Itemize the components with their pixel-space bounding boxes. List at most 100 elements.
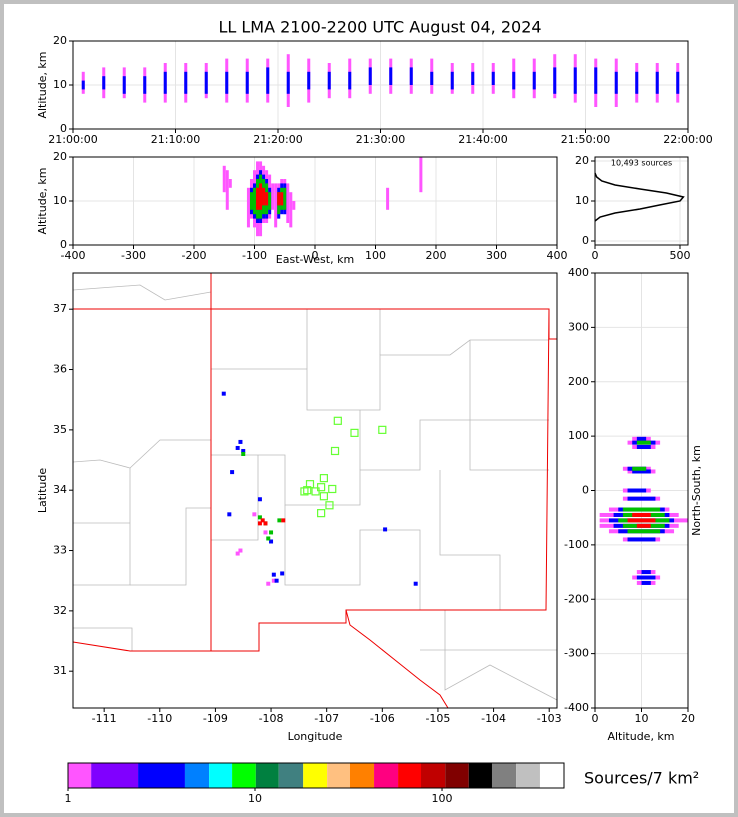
x-tick-label: 20 xyxy=(681,712,695,725)
x-tick-label: -103 xyxy=(537,712,562,725)
y-tick-label: 200 xyxy=(568,375,589,388)
source-range xyxy=(292,201,296,210)
source-range xyxy=(632,466,647,471)
source-range xyxy=(553,67,557,94)
source-range xyxy=(246,187,250,228)
x-tick-label: 10 xyxy=(248,792,262,805)
source-range xyxy=(204,71,208,94)
color-bin xyxy=(445,763,469,788)
station xyxy=(378,425,387,434)
source-point xyxy=(230,470,235,475)
color-bin xyxy=(516,763,540,788)
y-tick-label: 100 xyxy=(568,429,589,442)
x-tick-label: -110 xyxy=(147,712,172,725)
source-range xyxy=(636,445,651,449)
source-point xyxy=(383,527,388,532)
color-bin xyxy=(138,763,185,788)
source-range xyxy=(389,67,393,85)
source-range xyxy=(81,80,85,90)
source-range xyxy=(348,71,352,90)
y-tick-label: 400 xyxy=(568,266,589,279)
source-point xyxy=(266,536,271,541)
source-range xyxy=(655,71,659,94)
source-range xyxy=(450,71,454,90)
source-range xyxy=(636,523,651,528)
source-range xyxy=(641,580,651,585)
x-tick-label: 1 xyxy=(65,792,72,805)
y-axis-label: Altitude, km xyxy=(36,167,49,234)
y-tick-label: 0 xyxy=(582,234,589,247)
x-tick-label: -100 xyxy=(242,249,267,262)
source-range xyxy=(286,183,290,223)
source-range xyxy=(274,183,278,228)
x-tick-label: 500 xyxy=(670,249,691,262)
x-tick-label: -300 xyxy=(121,249,146,262)
source-range xyxy=(143,76,147,94)
source-point xyxy=(271,578,276,583)
y-tick-label: 10 xyxy=(53,194,67,207)
source-range xyxy=(228,179,232,188)
chart-title: LL LMA 2100-2200 UTC August 04, 2024 xyxy=(218,18,541,37)
station xyxy=(328,484,337,494)
source-point xyxy=(413,581,418,586)
x-axis-label: East-West, km xyxy=(276,253,354,266)
source-range xyxy=(636,575,656,580)
axes-frame xyxy=(72,272,558,709)
x-tick-label: 10 xyxy=(635,712,649,725)
source-point xyxy=(263,521,268,526)
colorbar-label: Sources/7 km² xyxy=(584,769,699,788)
x-tick-label: -106 xyxy=(370,712,395,725)
source-range xyxy=(225,71,229,94)
x-tick-label: 200 xyxy=(426,249,447,262)
source-range xyxy=(430,71,434,85)
x-tick-label: 0 xyxy=(592,249,599,262)
x-tick-label: 21:30:00 xyxy=(356,133,405,146)
source-point xyxy=(227,512,232,517)
source-range xyxy=(225,170,229,210)
station xyxy=(330,446,340,456)
source-range xyxy=(102,76,106,90)
x-tick-label: 21:10:00 xyxy=(151,133,200,146)
source-range xyxy=(627,488,647,493)
source-point xyxy=(241,451,246,456)
axes-frame xyxy=(72,40,689,130)
source-range xyxy=(676,71,680,94)
source-range xyxy=(532,71,536,90)
source-range xyxy=(262,187,266,206)
source-range xyxy=(122,76,126,94)
source-point xyxy=(241,448,246,453)
y-tick-label: 33 xyxy=(53,544,67,557)
y-tick-label: 10 xyxy=(575,194,589,207)
source-range xyxy=(163,71,167,94)
source-point xyxy=(269,530,274,535)
source-range xyxy=(277,192,281,206)
x-tick-label: 0 xyxy=(592,712,599,725)
station xyxy=(317,483,326,492)
source-range xyxy=(641,570,651,575)
color-bin xyxy=(303,763,328,788)
color-bin xyxy=(539,763,564,788)
source-range xyxy=(266,67,270,94)
y-tick-label: 36 xyxy=(53,363,67,376)
y-tick-label: 20 xyxy=(53,150,67,163)
station xyxy=(325,501,334,510)
source-range xyxy=(249,192,253,210)
station xyxy=(311,487,320,496)
y-tick-label: 10 xyxy=(53,78,67,91)
source-range xyxy=(573,67,577,94)
source-point xyxy=(274,578,279,583)
source-range xyxy=(614,71,618,94)
y-tick-label: 20 xyxy=(575,154,589,167)
y-tick-label: 37 xyxy=(53,302,67,315)
axes-frame xyxy=(594,156,689,246)
y-axis-label: Altitude, km xyxy=(36,51,49,118)
annotation: 10,493 sources xyxy=(611,159,672,168)
colorbar-frame xyxy=(67,762,565,789)
y-tick-label: 32 xyxy=(53,604,67,617)
source-range xyxy=(222,165,226,193)
station xyxy=(350,428,359,437)
y-tick-label: 300 xyxy=(568,320,589,333)
color-bin xyxy=(278,763,304,788)
